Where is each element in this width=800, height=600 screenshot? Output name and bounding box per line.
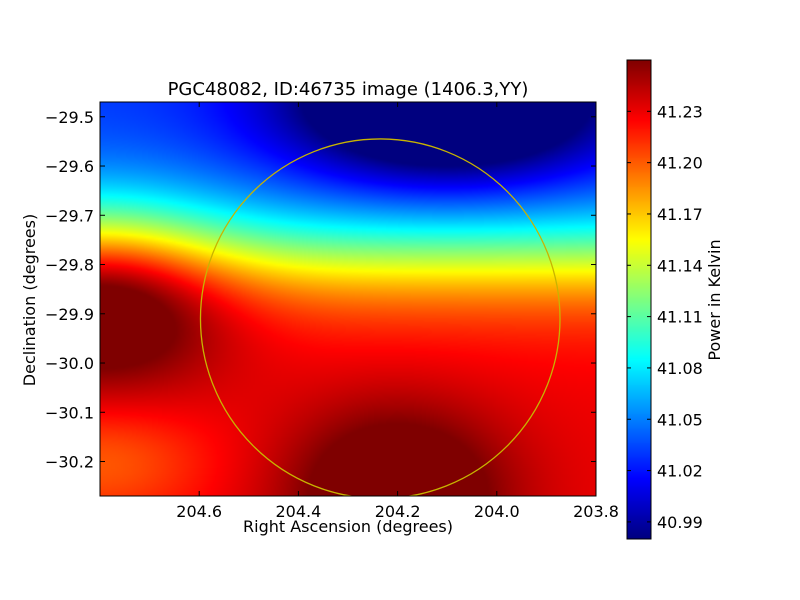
colorbar-tick-label: 41.23 <box>657 102 703 121</box>
y-tick-label: −29.8 <box>45 256 94 275</box>
colorbar: 41.23 41.20 41.17 41.14 41.11 41.08 41.05 41.02… <box>626 59 724 540</box>
y-tick-label: −30.2 <box>45 453 94 472</box>
x-axis-label: Right Ascension (degrees) <box>243 517 453 536</box>
colorbar-image <box>627 60 651 539</box>
y-tick-label: −29.7 <box>45 206 94 225</box>
colorbar-tick-label: 41.11 <box>657 308 703 327</box>
plot-frame <box>99 101 597 497</box>
y-tick-label: −30.1 <box>45 403 94 422</box>
y-tick-label: −29.6 <box>45 157 94 176</box>
colorbar-tick-label: 41.20 <box>657 154 703 173</box>
x-tick-label: 204.0 <box>474 502 520 521</box>
x-tick-label: 204.2 <box>375 502 421 521</box>
y-tick-label: −29.9 <box>45 305 94 324</box>
aperture-circle <box>199 138 561 496</box>
plot-area <box>99 101 597 497</box>
heatmap-image <box>100 102 596 496</box>
chart-title: PGC48082, ID:46735 image (1406.3,YY) <box>168 79 529 100</box>
x-axis: 204.6 204.4 204.2 204.0 203.8 <box>176 102 619 521</box>
x-tick-label: 204.6 <box>176 502 222 521</box>
colorbar-tick-label: 40.99 <box>657 513 703 532</box>
colorbar-tick-label: 41.05 <box>657 410 703 429</box>
colorbar-tick-label: 41.14 <box>657 256 703 275</box>
colorbar-frame <box>626 59 652 540</box>
colorbar-tick-label: 41.02 <box>657 462 703 481</box>
y-axis: −29.5 −29.6 −29.7 −29.8 −29.9 −30.0 −30.1 −30.2 <box>45 108 596 472</box>
colorbar-label: Power in Kelvin <box>705 239 724 360</box>
y-tick-label: −29.5 <box>45 108 94 127</box>
colorbar-tick-label: 41.08 <box>657 359 703 378</box>
colorbar-ticks: 41.23 41.20 41.17 41.14 41.11 41.08 41.05 41.02… <box>627 102 703 532</box>
colorbar-tick-label: 41.17 <box>657 205 703 224</box>
y-tick-label: −30.0 <box>45 354 94 373</box>
x-tick-label: 204.4 <box>275 502 321 521</box>
y-axis-label: Declination (degrees) <box>20 214 39 386</box>
x-tick-label: 203.8 <box>573 502 619 521</box>
